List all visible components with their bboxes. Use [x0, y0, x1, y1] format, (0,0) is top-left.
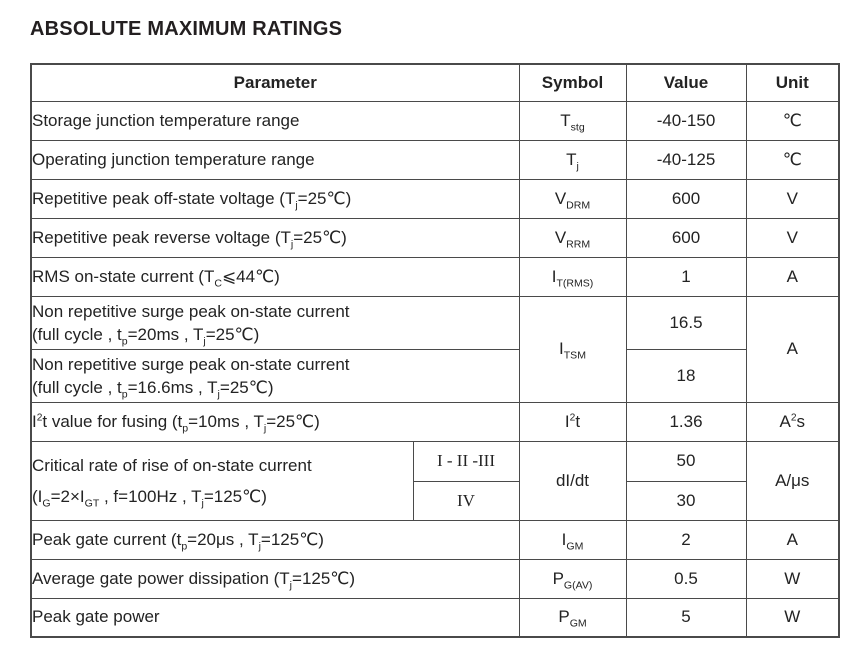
parameter-line-1: Critical rate of rise of on-state curren…: [32, 455, 312, 475]
value-cell: 600: [625, 178, 747, 219]
table-row-surge-16ms: Non repetitive surge peak on-state curre…: [30, 348, 839, 403]
parameter-cell: Non repetitive surge peak on-state curre…: [30, 348, 520, 403]
table-header-row: Parameter Symbol Value Unit: [30, 63, 840, 102]
unit-cell: A2s: [745, 401, 840, 442]
table-row-surge-20ms: Non repetitive surge peak on-state curre…: [30, 295, 840, 403]
value-cell: 50: [625, 440, 747, 482]
table-row-didt-class4: IV 30: [31, 480, 839, 521]
table-row-igm: Peak gate current (tp=20μs , Tj=125℃) IG…: [30, 519, 840, 560]
unit-cell: W: [745, 597, 840, 638]
class-group-cell: I - II -III: [412, 440, 520, 482]
parameter-cell: RMS on-state current (TC⩽44℃): [30, 256, 520, 297]
absolute-maximum-ratings-table: Parameter Symbol Value Unit Storage junc…: [30, 63, 840, 638]
symbol-cell: Tstg: [518, 100, 627, 141]
unit-cell: A: [745, 295, 840, 403]
parameter-line-2: (IG=2×IGT , f=100Hz , Tj=125℃): [32, 486, 267, 509]
symbol-cell: dI/dt: [518, 440, 627, 521]
symbol-cell: IGM: [518, 519, 627, 560]
symbol-cell: Tj: [518, 139, 627, 180]
symbol-cell: I2t: [518, 401, 627, 442]
symbol-cell: PG(AV): [518, 558, 627, 599]
parameter-cell: Storage junction temperature range: [30, 100, 520, 141]
table-row-operating: Operating junction temperature range Tj …: [30, 139, 840, 180]
col-header-value: Value: [625, 63, 747, 102]
symbol-cell: VRRM: [518, 217, 627, 258]
parameter-line-1: Non repetitive surge peak on-state curre…: [32, 354, 350, 374]
parameter-cell: Non repetitive surge peak on-state curre…: [30, 295, 520, 350]
symbol-cell: PGM: [518, 597, 627, 638]
unit-cell: A: [745, 256, 840, 297]
parameter-cell: Peak gate current (tp=20μs , Tj=125℃): [30, 519, 520, 560]
value-cell: -40-125: [625, 139, 747, 180]
value-cell: 5: [625, 597, 747, 638]
unit-cell: ℃: [745, 139, 840, 180]
value-cell: 600: [625, 217, 747, 258]
value-cell: 1.36: [625, 401, 747, 442]
parameter-cell: I2t value for fusing (tp=10ms , Tj=25℃): [30, 401, 520, 442]
table-row-pgm: Peak gate power PGM 5 W: [30, 597, 840, 638]
symbol-cell: ITSM: [518, 295, 627, 403]
symbol-cell: VDRM: [518, 178, 627, 219]
parameter-line-2: (full cycle , tp=20ms , Tj=25℃): [32, 324, 260, 347]
value-cell: -40-150: [625, 100, 747, 141]
parameter-cell: Peak gate power: [30, 597, 520, 638]
class-group-cell: IV: [412, 480, 520, 521]
value-cell: 0.5: [625, 558, 747, 599]
table-row-storage: Storage junction temperature range Tstg …: [30, 100, 840, 141]
parameter-cell: Repetitive peak off-state voltage (Tj=25…: [30, 178, 520, 219]
unit-cell: ℃: [745, 100, 840, 141]
unit-cell: A: [745, 519, 840, 560]
value-cell: 1: [625, 256, 747, 297]
parameter-line-2: (full cycle , tp=16.6ms , Tj=25℃): [32, 377, 274, 400]
value-cell: 18: [625, 348, 747, 403]
col-header-parameter: Parameter: [30, 63, 520, 102]
value-cell: 16.5: [625, 295, 747, 350]
unit-cell: V: [745, 217, 840, 258]
table-row-didt-class123: Critical rate of rise of on-state curren…: [30, 440, 840, 521]
value-cell: 2: [625, 519, 747, 560]
parameter-cell: Critical rate of rise of on-state curren…: [30, 440, 414, 521]
table-row-pgav: Average gate power dissipation (Tj=125℃)…: [30, 558, 840, 599]
page-title: ABSOLUTE MAXIMUM RATINGS: [30, 18, 343, 40]
parameter-cell: Repetitive peak reverse voltage (Tj=25℃): [30, 217, 520, 258]
parameter-cell: Average gate power dissipation (Tj=125℃): [30, 558, 520, 599]
parameter-line-1: Non repetitive surge peak on-state curre…: [32, 301, 350, 321]
symbol-cell: IT(RMS): [518, 256, 627, 297]
table-row-i2t: I2t value for fusing (tp=10ms , Tj=25℃) …: [30, 401, 840, 442]
table-row-itrms: RMS on-state current (TC⩽44℃) IT(RMS) 1 …: [30, 256, 840, 297]
value-cell: 30: [625, 480, 747, 521]
unit-cell: W: [745, 558, 840, 599]
unit-cell: A/μs: [745, 440, 840, 521]
table-row-vrrm: Repetitive peak reverse voltage (Tj=25℃)…: [30, 217, 840, 258]
col-header-unit: Unit: [745, 63, 840, 102]
table-row-vdrm: Repetitive peak off-state voltage (Tj=25…: [30, 178, 840, 219]
col-header-symbol: Symbol: [518, 63, 627, 102]
unit-cell: V: [745, 178, 840, 219]
parameter-cell: Operating junction temperature range: [30, 139, 520, 180]
